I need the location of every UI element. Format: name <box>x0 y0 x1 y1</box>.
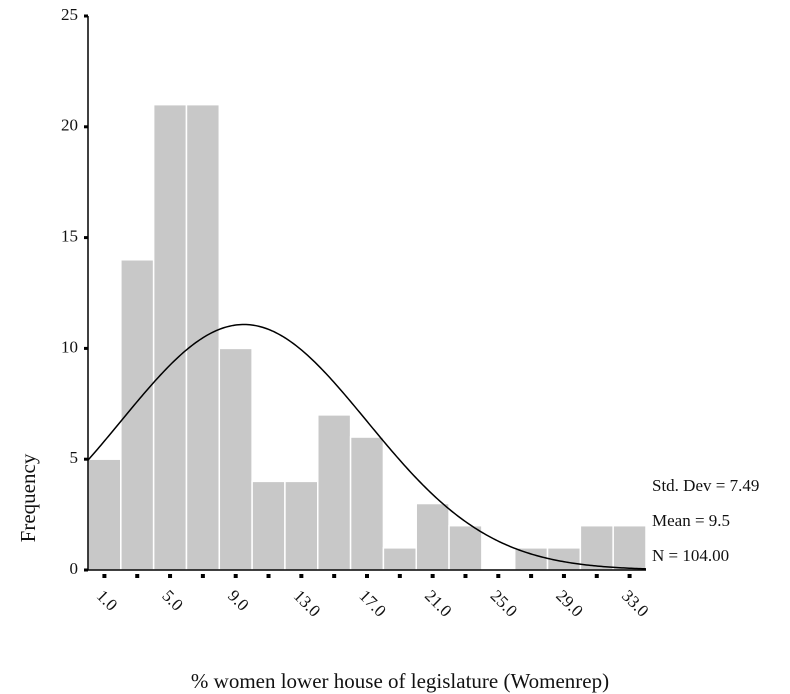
x-tick-label: 17.0 <box>355 586 389 620</box>
x-minor-tick <box>529 574 534 578</box>
bar <box>284 480 319 571</box>
y-axis-label: Frequency <box>16 453 40 542</box>
x-tick <box>430 574 435 578</box>
y-tick-label: 10 <box>61 337 78 356</box>
bar <box>317 414 352 571</box>
x-minor-tick <box>332 574 337 578</box>
x-tick-label: 5.0 <box>158 586 186 614</box>
x-tick <box>233 574 238 578</box>
x-tick-label: 1.0 <box>93 586 121 614</box>
y-tick-label: 20 <box>61 116 78 135</box>
x-tick <box>627 574 632 578</box>
y-tick-label: 15 <box>61 227 78 246</box>
x-minor-tick <box>397 574 402 578</box>
bar <box>513 547 549 571</box>
bar <box>448 524 483 571</box>
x-tick <box>561 574 566 578</box>
bar <box>415 502 450 571</box>
x-tick-label: 13.0 <box>290 586 324 620</box>
x-axis-label: % women lower house of legislature (Wome… <box>191 669 609 693</box>
bar <box>87 458 122 571</box>
x-tick <box>102 574 107 578</box>
x-tick-label: 21.0 <box>421 586 455 620</box>
x-tick-label: 29.0 <box>552 586 586 620</box>
x-minor-tick <box>463 574 468 578</box>
bar <box>251 480 286 571</box>
y-tick-label: 0 <box>70 559 79 578</box>
x-tick-label: 9.0 <box>224 586 252 614</box>
x-tick <box>168 574 173 578</box>
annotation: N = 104.00 <box>652 546 729 565</box>
x-minor-tick <box>135 574 140 578</box>
normal-curve <box>87 323 647 570</box>
x-tick-label: 25.0 <box>487 586 521 620</box>
bar <box>218 347 253 571</box>
bar <box>382 547 417 571</box>
bar <box>579 524 614 571</box>
y-tick-label: 5 <box>70 448 79 467</box>
x-minor-tick <box>594 574 599 578</box>
bar <box>152 103 188 571</box>
annotation: Mean = 9.5 <box>652 511 730 530</box>
x-minor-tick <box>200 574 205 578</box>
x-tick <box>299 574 304 578</box>
bar <box>612 524 647 571</box>
y-tick-label: 25 <box>61 5 78 24</box>
annotation: Std. Dev = 7.49 <box>652 476 759 495</box>
x-tick <box>365 574 369 578</box>
bar <box>349 436 385 571</box>
x-tick <box>496 574 501 578</box>
x-tick-label: 33.0 <box>618 586 652 620</box>
x-minor-tick <box>266 574 271 578</box>
